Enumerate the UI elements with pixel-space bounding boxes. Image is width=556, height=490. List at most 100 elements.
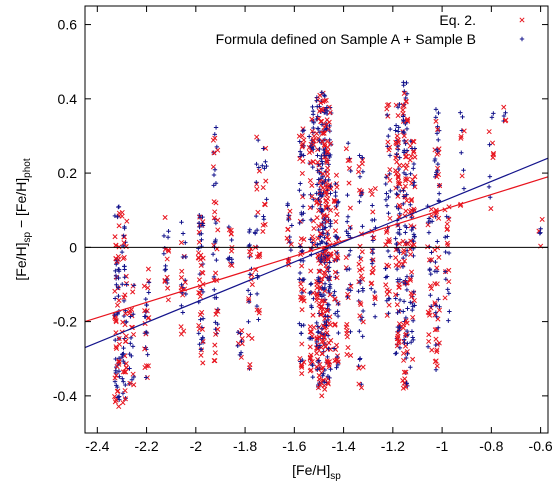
data-point-eq2 xyxy=(260,184,266,191)
data-point-formula xyxy=(130,312,136,317)
data-point-formula xyxy=(393,296,398,301)
data-point-eq2 xyxy=(246,296,252,302)
data-point-formula xyxy=(459,150,464,155)
data-point-eq2 xyxy=(300,295,306,301)
data-point-formula xyxy=(161,233,167,239)
data-point-eq2 xyxy=(214,308,220,314)
data-point-formula xyxy=(403,281,408,286)
data-point-eq2 xyxy=(263,178,269,184)
data-point-eq2 xyxy=(345,291,351,298)
data-point-formula xyxy=(210,252,216,257)
data-point-formula xyxy=(410,307,415,313)
data-point-eq2 xyxy=(261,201,268,207)
data-point-eq2 xyxy=(119,213,125,219)
data-point-eq2 xyxy=(226,227,233,233)
data-point-eq2 xyxy=(444,226,451,232)
data-point-eq2 xyxy=(301,137,307,143)
x-axis-label-sub: sp xyxy=(330,471,341,482)
data-point-formula xyxy=(404,126,410,132)
data-point-formula xyxy=(345,294,350,300)
data-point-eq2 xyxy=(324,266,330,272)
data-point-formula xyxy=(309,245,315,251)
data-point-eq2 xyxy=(348,352,354,359)
data-point-eq2 xyxy=(319,365,325,372)
data-point-formula xyxy=(401,129,406,134)
data-point-formula xyxy=(310,104,315,110)
data-point-eq2 xyxy=(310,290,316,296)
data-point-eq2 xyxy=(401,380,407,386)
data-point-formula xyxy=(112,213,118,219)
axes: -2.4 -2.2 -2 -1.8 -1.6 -1.4 -1.2 -1 -0.8 -0.6 -0.4… xyxy=(13,5,553,482)
data-point-eq2 xyxy=(130,371,136,377)
data-point-eq2 xyxy=(403,208,409,214)
data-point-formula xyxy=(200,223,206,228)
data-point-formula xyxy=(247,227,252,233)
data-point-eq2 xyxy=(404,117,410,123)
data-point-formula xyxy=(262,166,267,171)
data-point-eq2 xyxy=(434,151,440,157)
data-point-eq2 xyxy=(410,356,416,362)
data-point-formula xyxy=(310,204,315,209)
data-point-eq2 xyxy=(369,269,375,275)
data-point-eq2 xyxy=(324,307,330,313)
data-point-eq2 xyxy=(370,209,376,215)
data-point-formula xyxy=(411,289,417,295)
data-point-formula xyxy=(387,254,393,259)
data-point-formula xyxy=(319,90,325,95)
data-point-formula xyxy=(328,367,333,372)
data-point-formula xyxy=(321,216,327,222)
data-point-eq2 xyxy=(307,354,313,360)
x-axis-label-main: [Fe/H] xyxy=(292,462,330,478)
data-point-formula xyxy=(317,146,322,152)
data-point-eq2 xyxy=(395,173,401,179)
data-point-eq2 xyxy=(425,222,431,228)
data-point-eq2 xyxy=(326,104,332,110)
data-point-formula xyxy=(436,110,441,116)
data-point-eq2 xyxy=(122,388,128,394)
data-point-eq2 xyxy=(199,326,205,332)
data-point-eq2 xyxy=(314,215,320,221)
data-point-formula xyxy=(443,277,449,282)
data-point-formula xyxy=(143,296,148,302)
data-point-eq2 xyxy=(307,205,313,211)
data-point-formula xyxy=(411,232,417,237)
data-point-formula xyxy=(326,302,332,308)
data-point-eq2 xyxy=(356,381,362,387)
data-point-eq2 xyxy=(315,253,321,259)
data-point-formula xyxy=(435,168,440,174)
data-point-eq2 xyxy=(142,346,148,352)
data-point-eq2 xyxy=(324,158,330,164)
data-point-eq2 xyxy=(235,340,242,346)
data-point-formula xyxy=(397,211,402,216)
data-point-formula xyxy=(300,357,305,363)
data-point-formula xyxy=(501,113,507,119)
data-point-formula xyxy=(357,254,362,260)
data-point-formula xyxy=(328,218,333,224)
data-point-eq2 xyxy=(162,214,168,221)
data-point-eq2 xyxy=(324,173,331,179)
data-point-formula xyxy=(443,235,448,240)
data-point-eq2 xyxy=(383,282,389,288)
data-point-eq2 xyxy=(142,308,148,314)
data-point-eq2 xyxy=(245,332,252,339)
data-point-formula xyxy=(300,204,306,209)
data-point-eq2 xyxy=(112,375,118,381)
data-point-eq2 xyxy=(459,173,465,179)
data-point-formula xyxy=(143,314,148,319)
data-point-formula xyxy=(319,166,325,171)
data-point-formula xyxy=(121,379,126,384)
data-point-eq2 xyxy=(320,185,326,191)
data-point-eq2 xyxy=(488,206,494,212)
data-point-formula xyxy=(114,282,119,287)
data-point-eq2 xyxy=(323,180,329,186)
data-point-formula xyxy=(435,161,441,167)
data-point-formula xyxy=(121,298,127,304)
data-point-formula xyxy=(345,219,350,224)
data-point-eq2 xyxy=(334,342,340,348)
data-point-formula xyxy=(308,289,314,295)
data-point-eq2 xyxy=(122,396,128,402)
data-point-eq2 xyxy=(394,133,400,139)
data-point-eq2 xyxy=(322,386,328,392)
data-point-formula xyxy=(404,287,410,293)
data-point-formula xyxy=(254,291,260,297)
